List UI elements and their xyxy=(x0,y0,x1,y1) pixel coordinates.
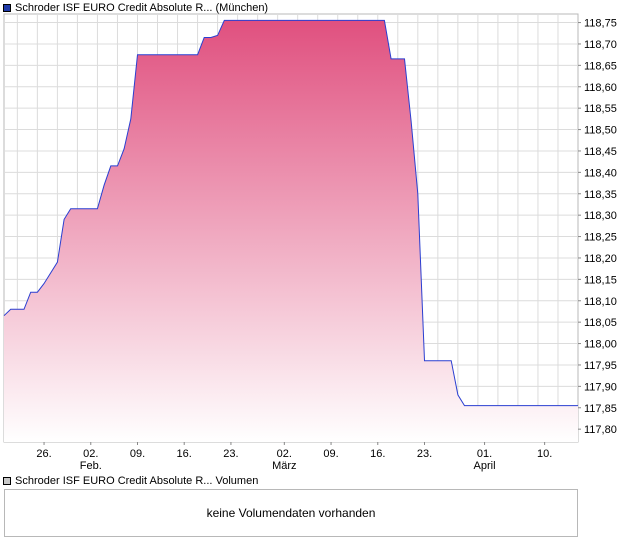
y-tick-label: 117,95 xyxy=(584,360,617,372)
y-tick-label: 117,85 xyxy=(584,403,617,415)
volume-legend-swatch xyxy=(3,477,11,485)
y-tick-label: 118,55 xyxy=(584,103,617,115)
volume-panel: keine Volumendaten vorhanden xyxy=(4,489,578,537)
y-tick-label: 118,30 xyxy=(584,210,617,222)
y-tick-label: 117,90 xyxy=(584,381,617,393)
x-tick-label: 02. xyxy=(83,448,98,460)
x-tick-label: 23. xyxy=(417,448,432,460)
y-tick-label: 118,00 xyxy=(584,339,617,351)
price-legend-swatch xyxy=(3,4,11,12)
x-tick-label: 16. xyxy=(370,448,385,460)
price-legend-label: Schroder ISF EURO Credit Absolute R... (… xyxy=(15,2,269,14)
y-tick-label: 118,15 xyxy=(584,274,617,286)
y-tick-label: 118,50 xyxy=(584,125,617,137)
x-tick-label: 26. xyxy=(36,448,51,460)
x-tick-label: 02. xyxy=(277,448,292,460)
y-tick-label: 118,20 xyxy=(584,253,617,265)
y-tick-label: 118,60 xyxy=(584,82,617,94)
y-tick-label: 118,45 xyxy=(584,146,617,158)
x-tick-label: 10. xyxy=(537,448,552,460)
no-volume-message: keine Volumendaten vorhanden xyxy=(206,506,376,520)
x-tick-label: 09. xyxy=(130,448,145,460)
x-tick-label: 16. xyxy=(177,448,192,460)
volume-legend-label: Schroder ISF EURO Credit Absolute R... V… xyxy=(15,475,259,487)
price-legend: Schroder ISF EURO Credit Absolute R... (… xyxy=(3,2,268,14)
y-tick-label: 118,10 xyxy=(584,296,617,308)
y-tick-label: 118,25 xyxy=(584,232,617,244)
y-tick-label: 118,70 xyxy=(584,39,617,51)
price-area xyxy=(4,20,578,443)
y-tick-label: 118,35 xyxy=(584,189,617,201)
y-tick-label: 118,40 xyxy=(584,167,617,179)
y-tick-label: 118,75 xyxy=(584,18,617,30)
price-chart: 117,80 117,85 117,90 117,95 118,00 118,05 118,… xyxy=(3,13,617,472)
price-line xyxy=(3,19,578,407)
x-month-label: März xyxy=(272,460,296,472)
x-tick-label: 23. xyxy=(223,448,238,460)
y-tick-label: 117,80 xyxy=(584,424,617,436)
volume-legend: Schroder ISF EURO Credit Absolute R... V… xyxy=(3,475,258,487)
x-month-label: Feb. xyxy=(80,460,102,472)
x-month-label: April xyxy=(474,460,496,472)
x-tick-label: 09. xyxy=(323,448,338,460)
x-tick-label: 01. xyxy=(477,448,492,460)
y-tick-label: 118,65 xyxy=(584,60,617,72)
y-tick-label: 118,05 xyxy=(584,317,617,329)
